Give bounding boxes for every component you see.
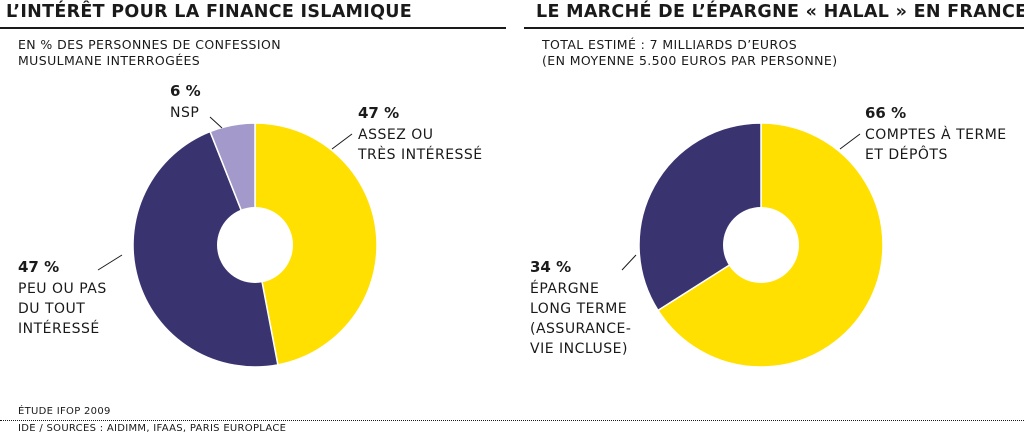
leader-line bbox=[331, 133, 353, 150]
credits-note: IDE / SOURCES : AIDIMM, IFAAS, PARIS EUR… bbox=[18, 423, 287, 434]
slice-category-label: LONG TERME bbox=[530, 301, 627, 317]
donut-hole bbox=[217, 207, 293, 283]
chart-panel-halal-savings: LE MARCHÉ DE L’ÉPARGNE « HALAL » EN FRAN… bbox=[512, 0, 1024, 405]
slice-value-label: 47 % bbox=[358, 104, 399, 122]
source-note: ÉTUDE IFOP 2009 bbox=[18, 406, 111, 417]
chart-title: LE MARCHÉ DE L’ÉPARGNE « HALAL » EN FRAN… bbox=[524, 2, 1024, 29]
leader-line bbox=[621, 254, 637, 271]
slice-category-label: COMPTES À TERME bbox=[865, 126, 1007, 143]
slice-category-label: INTÉRESSÉ bbox=[18, 320, 100, 337]
leader-line bbox=[839, 133, 861, 150]
pie-slice-1 bbox=[132, 130, 279, 368]
slice-category-label: NSP bbox=[170, 105, 199, 121]
slice-value-label: 34 % bbox=[530, 258, 571, 276]
slice-value-label: 66 % bbox=[865, 104, 906, 122]
chart-subtitle: TOTAL ESTIMÉ : 7 MILLIARDS D’EUROS (EN M… bbox=[542, 37, 838, 69]
slice-category-label: VIE INCLUSE) bbox=[530, 341, 628, 357]
slice-category-label: (ASSURANCE- bbox=[530, 321, 631, 337]
slice-category-label: ASSEZ OU bbox=[358, 127, 434, 143]
chart-panel-interest: L’INTÉRÊT POUR LA FINANCE ISLAMIQUE EN %… bbox=[0, 0, 512, 405]
pie-slice-0 bbox=[254, 122, 378, 366]
leader-line bbox=[209, 116, 223, 129]
slice-category-label: TRÈS INTÉRESSÉ bbox=[357, 146, 483, 163]
slice-category-label: ÉPARGNE bbox=[530, 280, 599, 297]
subtitle-line: TOTAL ESTIMÉ : 7 MILLIARDS D’EUROS bbox=[542, 37, 798, 52]
slice-value-label: 6 % bbox=[170, 82, 201, 100]
chart-subtitle: EN % DES PERSONNES DE CONFESSION MUSULMA… bbox=[18, 37, 281, 69]
donut-chart-halal-savings: 66 % COMPTES À TERME ET DÉPÔTS 34 % ÉPARGNE L… bbox=[530, 104, 1007, 368]
slice-value-label: 47 % bbox=[18, 258, 59, 276]
slice-category-label: ET DÉPÔTS bbox=[865, 145, 948, 163]
chart-title: L’INTÉRÊT POUR LA FINANCE ISLAMIQUE bbox=[0, 2, 506, 29]
slice-category-label: DU TOUT bbox=[18, 301, 85, 317]
footer-divider bbox=[0, 420, 1024, 421]
subtitle-line: EN % DES PERSONNES DE CONFESSION bbox=[18, 37, 281, 52]
subtitle-line: MUSULMANE INTERROGÉES bbox=[18, 53, 201, 68]
donut-hole bbox=[723, 207, 799, 283]
leader-line bbox=[97, 254, 123, 271]
donut-chart-interest: 47 % ASSEZ OU TRÈS INTÉRESSÉ 47 % PEU OU PAS… bbox=[18, 82, 483, 368]
slice-category-label: PEU OU PAS bbox=[18, 281, 107, 297]
subtitle-line: (EN MOYENNE 5.500 EUROS PAR PERSONNE) bbox=[542, 53, 838, 68]
